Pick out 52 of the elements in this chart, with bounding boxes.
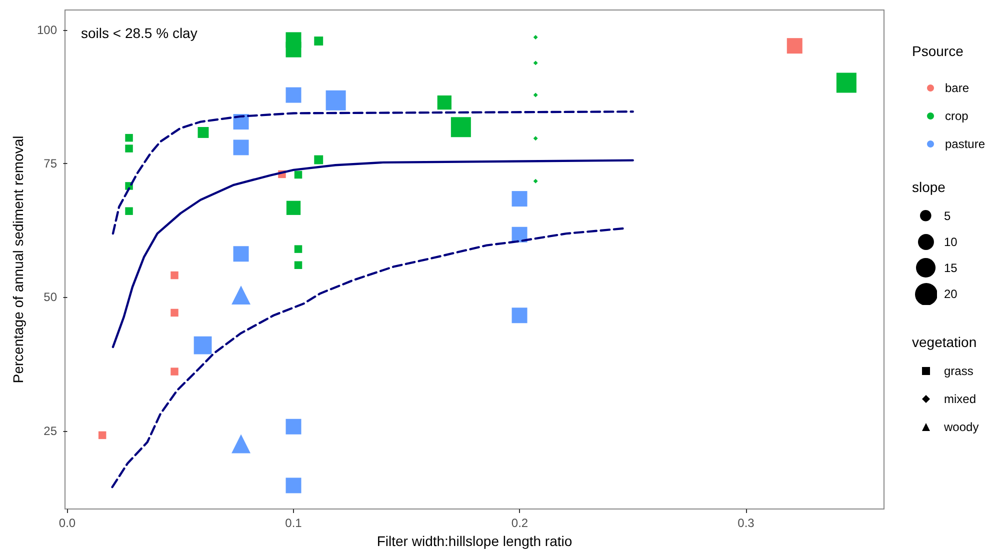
point [294,170,302,179]
point [294,261,302,269]
point [286,418,302,434]
x-tick-label: 0.0 [58,516,76,530]
point [286,478,302,494]
point [170,368,178,376]
point [125,134,133,142]
point [125,207,133,215]
point [98,431,106,440]
y-tick-label: 50 [44,290,58,304]
point [232,434,251,454]
text: woody [944,420,979,434]
text: mixed [944,392,976,406]
point [125,144,133,152]
text: vegetation [912,334,977,350]
point [533,35,538,40]
line-series [112,159,634,348]
point [512,308,528,324]
point [512,191,528,207]
legend-title: Psource [912,43,964,59]
line-series [112,110,634,235]
point [233,140,249,156]
x-tick-label: 0.2 [511,516,528,530]
legend-label: pasture [945,137,986,151]
legend-label: 5 [944,209,951,223]
point [533,92,538,98]
point [232,286,251,305]
legend-label: 20 [944,287,958,301]
point [286,87,302,103]
point [314,36,324,46]
legend-label: bare [945,81,970,95]
x-tick-label: 0.1 [285,516,302,530]
x-axis-title: Filter width:hillslope length ratio [376,532,572,549]
legend-label: crop [945,109,969,123]
legend-label: 15 [944,261,958,275]
point [533,60,538,66]
point [314,155,324,164]
legend-label: 10 [944,235,958,249]
x-tick-label: 0.3 [738,516,755,530]
point [170,271,178,280]
y-tick-label: 75 [44,156,58,170]
y-tick-label: 25 [44,424,58,438]
y-tick-label: 100 [36,22,58,37]
point [233,246,249,262]
point [533,136,538,141]
y-axis-title: Percentage of annual sediment removal [10,136,26,384]
point [294,245,302,253]
text: grass [944,364,974,378]
annotation: soils < 28.5 % clay [81,25,198,41]
point [170,308,178,317]
point [533,178,538,184]
text: slope [912,179,946,195]
